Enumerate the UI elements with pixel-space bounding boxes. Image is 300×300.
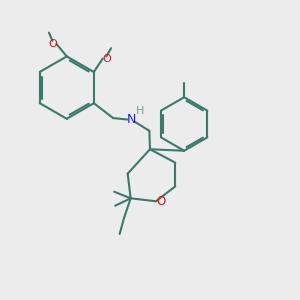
Text: H: H (136, 106, 144, 116)
Text: N: N (126, 113, 136, 126)
Text: O: O (48, 39, 57, 49)
Text: O: O (102, 54, 111, 64)
Text: O: O (156, 195, 166, 208)
